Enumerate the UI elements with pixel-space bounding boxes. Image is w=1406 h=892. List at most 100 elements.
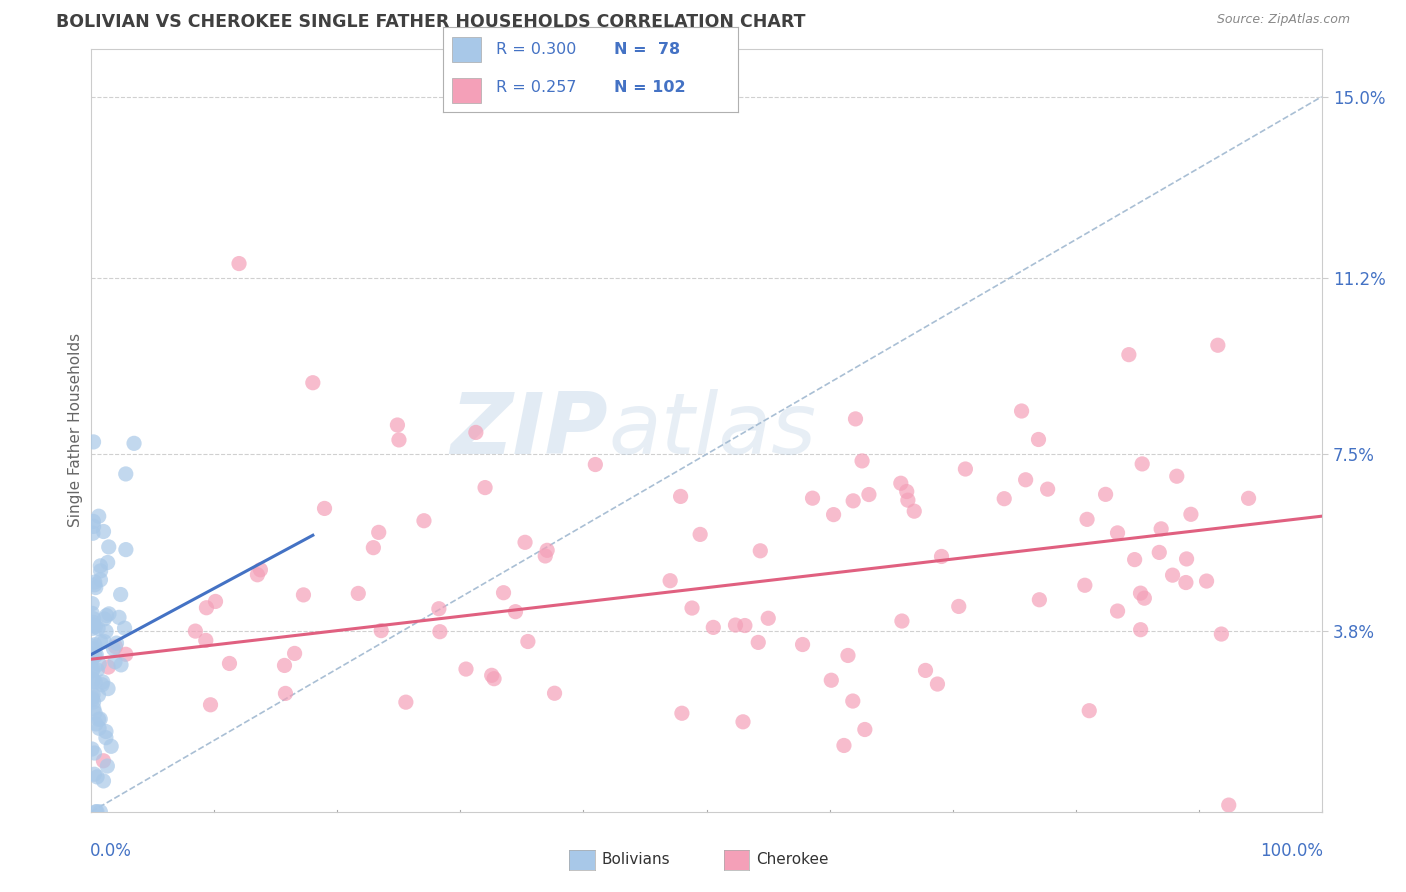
Point xyxy=(96,608,118,623)
Point xyxy=(1174,575,1197,590)
Point xyxy=(84,805,107,819)
Point xyxy=(89,558,111,573)
Point xyxy=(103,641,125,656)
Point xyxy=(284,647,307,661)
Point xyxy=(842,694,865,708)
Point xyxy=(1180,508,1202,522)
Point xyxy=(1028,433,1050,447)
Point xyxy=(110,657,132,672)
Point xyxy=(1218,798,1240,813)
Point xyxy=(195,600,218,615)
Point xyxy=(83,434,105,449)
Point xyxy=(94,731,117,745)
Point xyxy=(274,686,297,700)
Point xyxy=(84,619,107,633)
Point xyxy=(464,425,486,440)
Point xyxy=(82,641,104,656)
Point xyxy=(82,621,104,635)
Point xyxy=(927,677,949,691)
Point xyxy=(1129,586,1152,600)
Point xyxy=(314,501,336,516)
Point xyxy=(82,673,104,687)
Text: ZIP: ZIP xyxy=(450,389,607,472)
Point xyxy=(82,688,104,702)
Point xyxy=(413,514,436,528)
Point xyxy=(83,746,105,760)
Point xyxy=(756,611,779,625)
Point xyxy=(82,607,104,621)
Point xyxy=(84,648,107,663)
Point xyxy=(1211,627,1233,641)
Point xyxy=(97,660,120,674)
Point xyxy=(823,508,845,522)
Point xyxy=(948,599,970,614)
Point xyxy=(370,624,392,638)
Point xyxy=(429,624,451,639)
Point xyxy=(842,493,865,508)
Point xyxy=(669,490,692,504)
Point xyxy=(98,607,121,621)
Point xyxy=(83,638,105,652)
Point xyxy=(583,458,606,472)
Point xyxy=(89,657,111,671)
Point xyxy=(80,653,103,667)
Point xyxy=(87,688,110,702)
Point xyxy=(80,692,103,706)
Point xyxy=(734,618,756,632)
Text: 0.0%: 0.0% xyxy=(90,842,132,860)
Point xyxy=(347,586,370,600)
Point xyxy=(534,549,557,563)
Bar xyxy=(451,37,481,62)
Point xyxy=(80,664,103,678)
Point xyxy=(83,701,105,715)
Point xyxy=(1206,338,1229,352)
Point xyxy=(749,543,772,558)
Point xyxy=(681,601,703,615)
Point xyxy=(184,624,207,639)
Point xyxy=(84,581,107,595)
Point xyxy=(387,417,409,432)
Point xyxy=(87,621,110,635)
Point xyxy=(83,575,105,590)
Point xyxy=(80,690,103,705)
Point xyxy=(218,657,240,671)
Point xyxy=(84,717,107,731)
Point xyxy=(801,491,824,505)
Point xyxy=(83,767,105,781)
Point xyxy=(97,540,120,554)
Point xyxy=(93,634,115,648)
Point xyxy=(388,433,411,447)
Point xyxy=(86,770,108,784)
Point xyxy=(86,805,108,819)
Point xyxy=(844,412,866,426)
Point xyxy=(853,723,876,737)
Point xyxy=(80,647,103,661)
Point xyxy=(194,633,217,648)
Point xyxy=(536,543,558,558)
Point xyxy=(228,256,250,270)
Point xyxy=(903,504,925,518)
Point xyxy=(1074,578,1097,592)
Point xyxy=(1011,404,1033,418)
Point xyxy=(84,706,107,720)
Point xyxy=(1149,545,1171,559)
Point xyxy=(851,454,873,468)
Point xyxy=(204,594,226,608)
Point xyxy=(80,742,103,756)
Point xyxy=(1166,469,1188,483)
Point xyxy=(89,712,111,726)
Point xyxy=(82,675,104,690)
Point xyxy=(1161,568,1184,582)
Point xyxy=(1094,487,1116,501)
Point xyxy=(792,638,814,652)
Point xyxy=(659,574,682,588)
Point xyxy=(93,754,115,768)
Text: Cherokee: Cherokee xyxy=(756,853,830,867)
Point xyxy=(122,436,145,450)
Point xyxy=(87,721,110,735)
Point xyxy=(890,614,912,628)
Point xyxy=(84,648,107,662)
Point xyxy=(367,525,389,540)
Text: Bolivians: Bolivians xyxy=(602,853,671,867)
Text: R = 0.300: R = 0.300 xyxy=(496,42,576,57)
